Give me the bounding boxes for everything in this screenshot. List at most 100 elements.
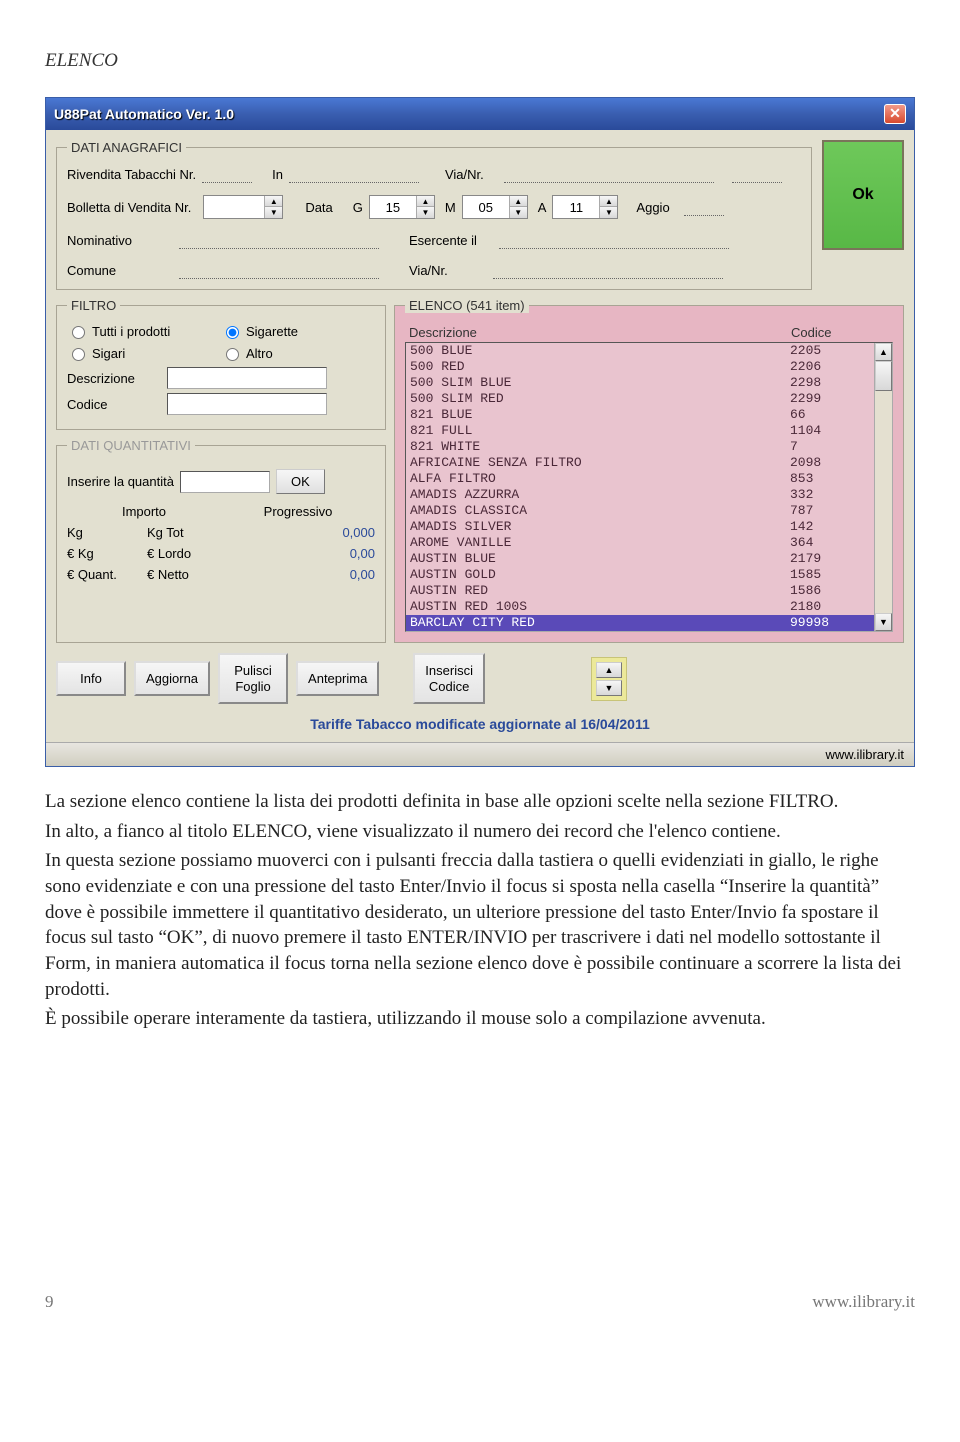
- spin-down-icon[interactable]: ▼: [599, 207, 617, 218]
- inserisci-button[interactable]: Inserisci Codice: [413, 653, 485, 704]
- input-in[interactable]: [289, 165, 419, 183]
- radio-sigarette-label: Sigarette: [246, 324, 298, 339]
- ok-button-big[interactable]: Ok: [822, 140, 904, 250]
- head-importo: Importo: [67, 504, 221, 519]
- list-item[interactable]: 821 FULL1104: [406, 423, 874, 439]
- paragraph: La sezione elenco contiene la lista dei …: [45, 789, 915, 815]
- list-item[interactable]: AMADIS SILVER142: [406, 519, 874, 535]
- l-enetto: € Netto: [147, 567, 237, 582]
- elenco-legend: ELENCO (541 item): [405, 298, 529, 313]
- paragraph: In questa sezione possiamo muoverci con …: [45, 848, 915, 1002]
- label-data: Data: [305, 200, 332, 215]
- input-bolletta[interactable]: [204, 197, 264, 217]
- scrollbar[interactable]: ▲ ▼: [874, 343, 892, 631]
- elenco-fieldset: ELENCO (541 item) Descrizione Codice 500…: [394, 298, 904, 643]
- input-filtro-descr[interactable]: [167, 367, 327, 389]
- list-item[interactable]: 500 RED2206: [406, 359, 874, 375]
- aggiorna-button[interactable]: Aggiorna: [134, 661, 210, 697]
- info-button[interactable]: Info: [56, 661, 126, 697]
- v-enetto: 0,00: [237, 567, 375, 582]
- label-aggio: Aggio: [636, 200, 669, 215]
- filtro-legend: FILTRO: [67, 298, 120, 313]
- spin-up-icon[interactable]: ▲: [599, 196, 617, 207]
- paragraph: In alto, a fianco al titolo ELENCO, vien…: [45, 819, 915, 845]
- radio-sigarette[interactable]: Sigarette: [221, 323, 375, 339]
- list-item[interactable]: 500 SLIM RED2299: [406, 391, 874, 407]
- input-a[interactable]: [553, 197, 599, 217]
- list-item[interactable]: BARCLAY CITY RED99998: [406, 615, 874, 631]
- list-item[interactable]: AMADIS CLASSICA787: [406, 503, 874, 519]
- spin-up-icon[interactable]: ▲: [264, 196, 282, 207]
- radio-sigari-label: Sigari: [92, 346, 125, 361]
- arrow-up-icon[interactable]: ▲: [596, 662, 622, 678]
- input-filtro-codice[interactable]: [167, 393, 327, 415]
- list-item[interactable]: 821 BLUE66: [406, 407, 874, 423]
- nav-arrows: ▲ ▼: [591, 657, 627, 701]
- spin-down-icon[interactable]: ▼: [264, 207, 282, 218]
- title-bar: U88Pat Automatico Ver. 1.0 ✕: [46, 98, 914, 130]
- page-footer-site: www.ilibrary.it: [812, 1292, 915, 1312]
- page-section-title: ELENCO: [45, 50, 915, 72]
- product-listbox[interactable]: 500 BLUE2205500 RED2206500 SLIM BLUE2298…: [405, 342, 893, 632]
- quantitativi-legend: DATI QUANTITATIVI: [67, 438, 195, 453]
- spin-up-icon[interactable]: ▲: [416, 196, 434, 207]
- input-m[interactable]: [463, 197, 509, 217]
- spin-up-icon[interactable]: ▲: [509, 196, 527, 207]
- list-item[interactable]: 500 SLIM BLUE2298: [406, 375, 874, 391]
- list-item[interactable]: AUSTIN RED 100S2180: [406, 599, 874, 615]
- radio-sigari[interactable]: Sigari: [67, 345, 221, 361]
- list-item[interactable]: AUSTIN RED1586: [406, 583, 874, 599]
- input-vianr1b[interactable]: [732, 165, 782, 183]
- list-item[interactable]: AFRICAINE SENZA FILTRO2098: [406, 455, 874, 471]
- close-icon[interactable]: ✕: [884, 104, 906, 124]
- input-nominativo[interactable]: [179, 231, 379, 249]
- input-qta[interactable]: [180, 471, 270, 493]
- scroll-up-icon[interactable]: ▲: [875, 343, 892, 361]
- label-filtro-descr: Descrizione: [67, 371, 167, 386]
- label-vianr1: Via/Nr.: [445, 167, 484, 182]
- head-progressivo: Progressivo: [221, 504, 375, 519]
- label-m: M: [445, 200, 456, 215]
- l-kg: Kg: [67, 525, 147, 540]
- spin-down-icon[interactable]: ▼: [509, 207, 527, 218]
- label-in: In: [272, 167, 283, 182]
- input-rivendita[interactable]: [202, 165, 252, 183]
- input-g[interactable]: [370, 197, 416, 217]
- list-item[interactable]: AROME VANILLE364: [406, 535, 874, 551]
- page-number: 9: [45, 1292, 54, 1312]
- col-descrizione: Descrizione: [409, 325, 791, 340]
- label-vianr2: Via/Nr.: [409, 263, 481, 278]
- list-item[interactable]: AMADIS AZZURRA332: [406, 487, 874, 503]
- input-aggio[interactable]: [684, 198, 724, 216]
- radio-tutti-label: Tutti i prodotti: [92, 324, 170, 339]
- ok-button-small[interactable]: OK: [276, 469, 325, 494]
- window-title: U88Pat Automatico Ver. 1.0: [54, 106, 234, 122]
- tariffe-text: Tariffe Tabacco modificate aggiornate al…: [56, 716, 904, 732]
- list-item[interactable]: 821 WHITE7: [406, 439, 874, 455]
- l-elordo: € Lordo: [147, 546, 237, 561]
- list-item[interactable]: 500 BLUE2205: [406, 343, 874, 359]
- input-comune[interactable]: [179, 261, 379, 279]
- label-a: A: [538, 200, 547, 215]
- label-nominativo: Nominativo: [67, 233, 155, 248]
- pulisci-button[interactable]: Pulisci Foglio: [218, 653, 288, 704]
- input-vianr2[interactable]: [493, 261, 723, 279]
- body-text: La sezione elenco contiene la lista dei …: [45, 789, 915, 1032]
- l-ekg: € Kg: [67, 546, 147, 561]
- list-item[interactable]: AUSTIN GOLD1585: [406, 567, 874, 583]
- label-inserire-qta: Inserire la quantità: [67, 474, 174, 489]
- list-item[interactable]: ALFA FILTRO853: [406, 471, 874, 487]
- spin-down-icon[interactable]: ▼: [416, 207, 434, 218]
- radio-altro[interactable]: Altro: [221, 345, 375, 361]
- anagrafici-fieldset: DATI ANAGRAFICI Rivendita Tabacchi Nr. I…: [56, 140, 812, 290]
- scroll-thumb[interactable]: [875, 361, 892, 391]
- list-item[interactable]: AUSTIN BLUE2179: [406, 551, 874, 567]
- arrow-down-icon[interactable]: ▼: [596, 680, 622, 696]
- input-esercente[interactable]: [499, 231, 729, 249]
- radio-tutti[interactable]: Tutti i prodotti: [67, 323, 221, 339]
- v-elordo: 0,00: [237, 546, 375, 561]
- scroll-down-icon[interactable]: ▼: [875, 613, 892, 631]
- l-equant: € Quant.: [67, 567, 147, 582]
- input-vianr1[interactable]: [504, 165, 714, 183]
- anteprima-button[interactable]: Anteprima: [296, 661, 379, 697]
